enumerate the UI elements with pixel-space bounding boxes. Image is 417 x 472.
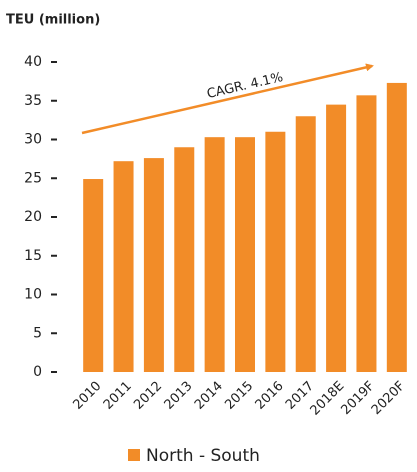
x-tick-label: 2010 [70,379,104,413]
bar [113,161,134,372]
bar [326,104,347,372]
legend-label: North - South [146,446,260,466]
x-tick-label: 2020F [369,379,408,418]
annotation: CAGR. 4.1% [205,70,284,102]
x-tick-label: 2013 [162,379,196,413]
y-tick-label: 0 [33,364,42,380]
x-tick-label: 2016 [253,379,287,413]
bar [386,82,407,373]
bar [143,158,164,372]
y-axis-label: TEU (million) [6,13,100,28]
bar [235,137,255,372]
x-tick-label: 2012 [131,379,165,413]
y-tick-label: 40 [24,54,42,70]
y-tick-label: 30 [24,132,42,148]
legend-swatch [128,449,140,461]
x-tick-label: 2011 [101,379,135,413]
y-tick-label: 15 [24,248,42,264]
x-tick-label: 2015 [222,379,256,413]
bar [295,116,316,372]
trend-arrow [81,63,374,135]
y-tick-label: 10 [24,287,42,303]
x-tick-label: 2019F [338,379,377,418]
bar [83,179,104,372]
y-tick-label: 35 [24,93,42,109]
bar [204,137,225,372]
x-tick-label: 2014 [192,379,226,413]
bar [265,131,286,372]
bar [174,147,195,372]
x-tick-label: 2018E [308,379,348,419]
bar [356,95,377,372]
y-tick-label: 20 [24,209,42,225]
y-tick-label: 5 [33,325,42,341]
y-tick-label: 25 [24,170,42,186]
